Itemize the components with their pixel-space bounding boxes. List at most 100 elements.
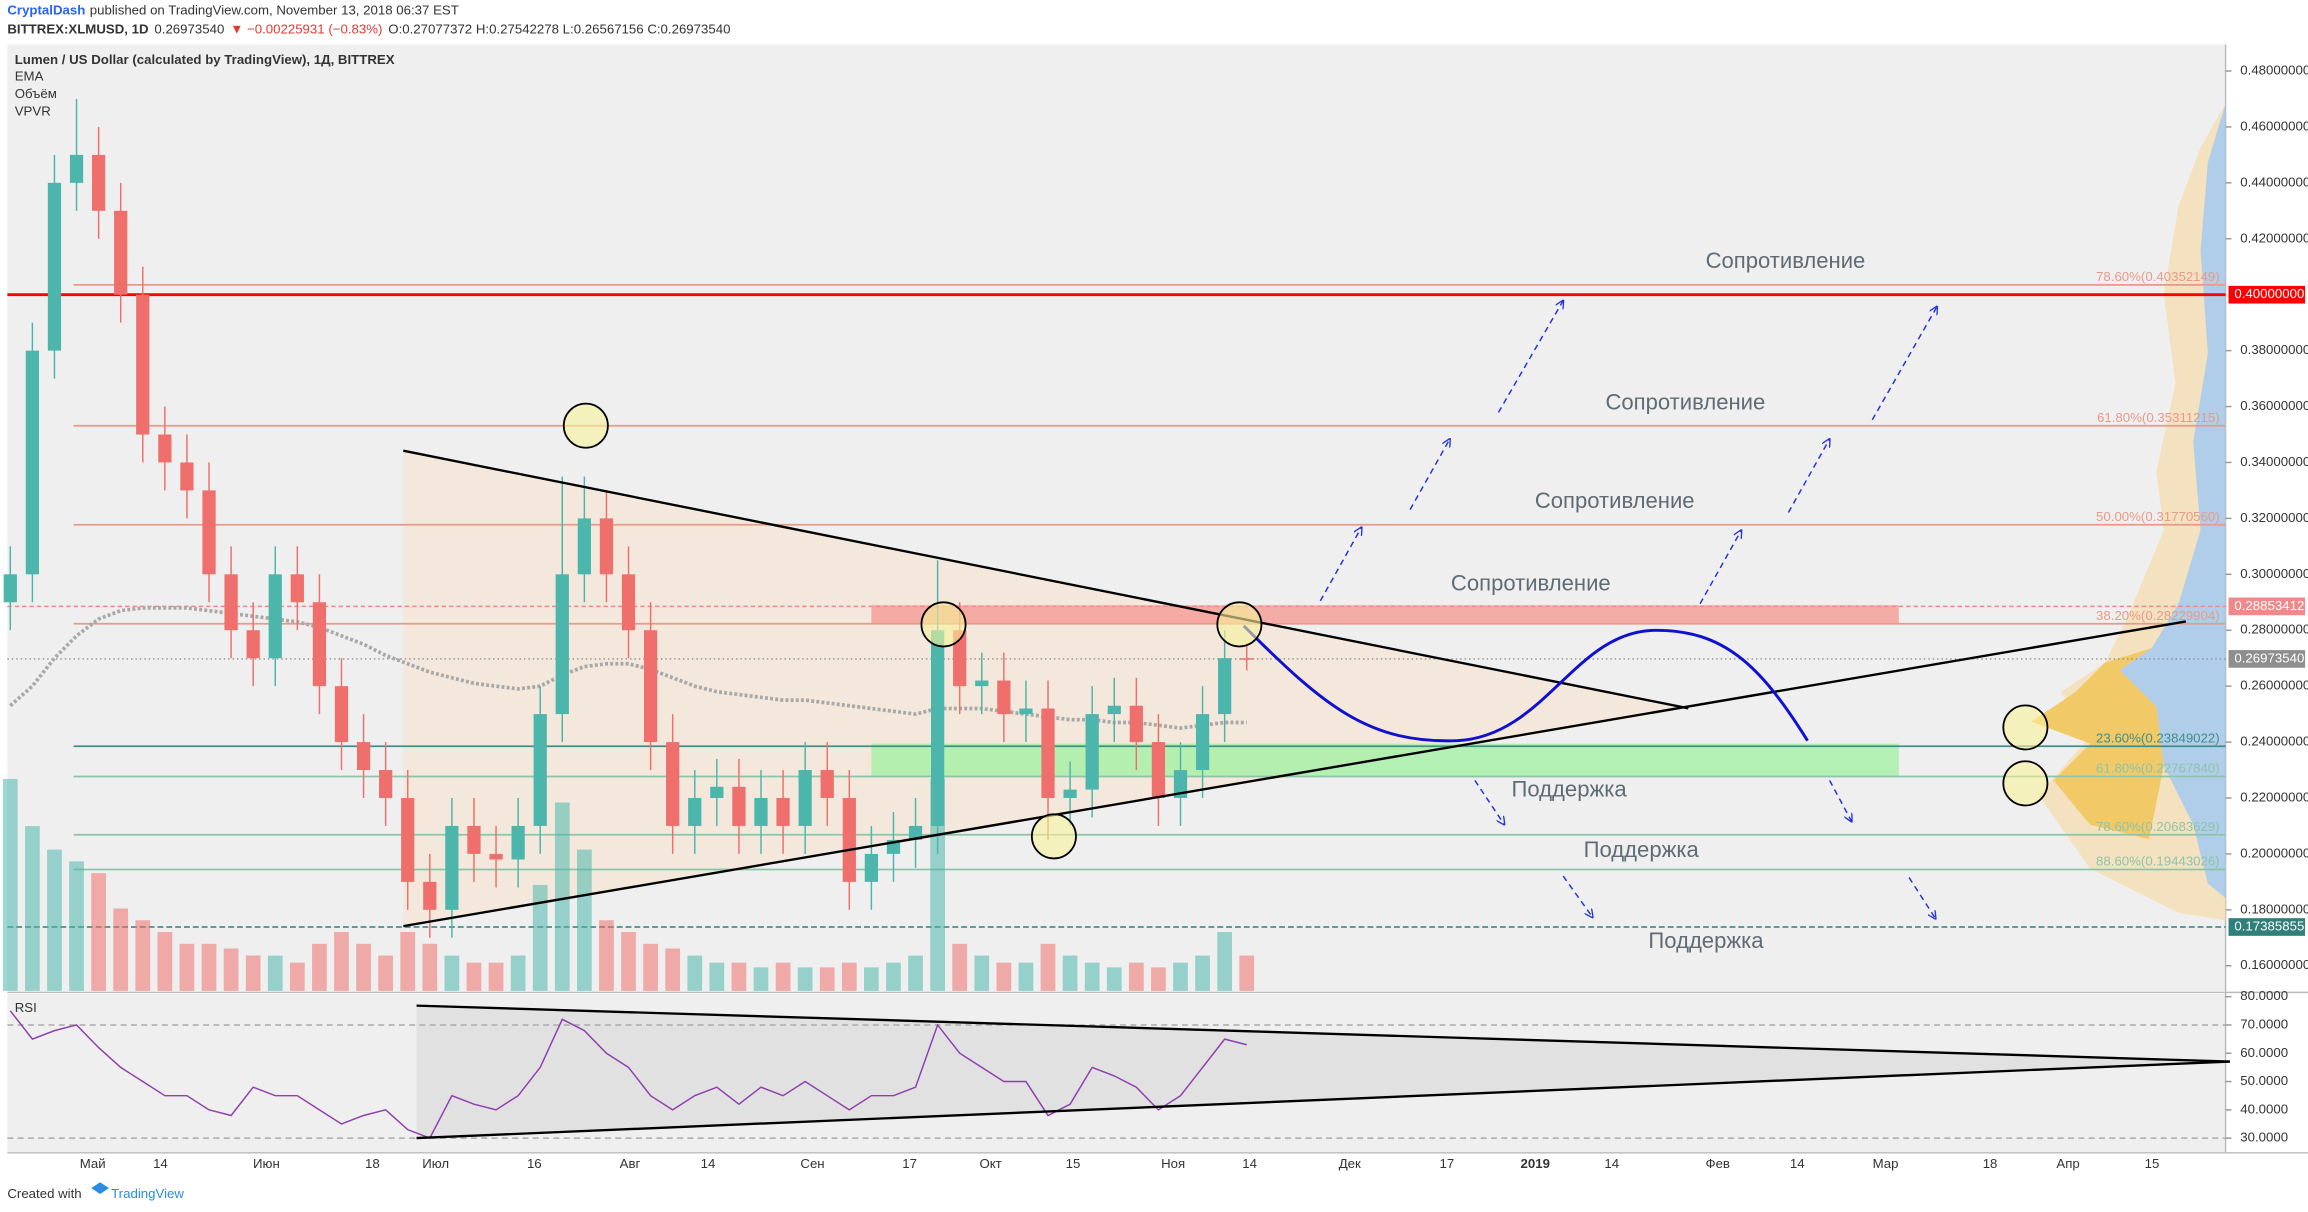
candle-body <box>931 630 945 826</box>
candle-body <box>3 574 17 603</box>
x-tick-label: 14 <box>153 1156 168 1171</box>
candle-body <box>1063 789 1077 798</box>
volume-bar <box>1128 962 1144 991</box>
volume-bar <box>599 920 614 991</box>
indicator: VPVR <box>15 104 51 119</box>
highlight-circles <box>562 402 2049 860</box>
volume-bar <box>157 932 173 991</box>
candle-body <box>621 574 636 631</box>
y-tick-label: 0.34000000 <box>2240 454 2308 469</box>
candle-body <box>312 602 327 687</box>
candle-body <box>91 154 106 211</box>
volume-bar <box>1239 955 1255 991</box>
candle-body <box>754 797 768 826</box>
candle-body <box>975 680 989 687</box>
volume-bar <box>1195 955 1210 991</box>
price-tag-label: 0.40000000 <box>2234 286 2304 301</box>
volume-bar <box>952 943 968 991</box>
candle-body <box>997 680 1011 715</box>
trend-line-upper <box>403 449 1689 710</box>
x-tick-label: 17 <box>1440 1156 1455 1171</box>
fib-label: 23.60%(0.23849022) <box>2096 730 2220 745</box>
footer-created: Created with TradingView <box>7 1186 184 1201</box>
y-tick-label: 0.38000000 <box>2240 342 2308 357</box>
rsi-tick-label: 80.0000 <box>2240 988 2288 1003</box>
candle-body <box>577 518 591 575</box>
x-tick-label: Дек <box>1339 1156 1361 1171</box>
volume-bar <box>577 849 592 991</box>
rsi-tick-label: 70.0000 <box>2240 1016 2288 1031</box>
y-tick-label: 0.46000000 <box>2240 118 2308 133</box>
volume-bar <box>908 955 923 991</box>
price-tag-label: 0.26973540 <box>2234 650 2304 665</box>
y-tick-label: 0.20000000 <box>2240 845 2308 860</box>
vpvr <box>2031 103 2226 921</box>
change: ▼ −0.00225931 (−0.83%) <box>230 21 382 36</box>
brand[interactable]: TradingView <box>111 1186 184 1201</box>
candle-body <box>1240 658 1254 660</box>
candle-body <box>356 742 371 771</box>
fib-label: 61.80%(0.22767840) <box>2096 761 2220 776</box>
price-tag <box>2228 285 2306 304</box>
x-tick-label: 14 <box>1242 1156 1257 1171</box>
candle-body <box>47 182 62 351</box>
rsi-tick-label: 40.0000 <box>2240 1101 2288 1116</box>
x-tick-label: Фев <box>1706 1156 1730 1171</box>
candle-body <box>1218 658 1232 715</box>
volume-bar <box>841 962 857 991</box>
x-tick-label: 17 <box>902 1156 917 1171</box>
x-tick-label: Июл <box>422 1156 449 1171</box>
volume-bar <box>709 962 725 991</box>
volume-bar <box>1040 943 1056 991</box>
candle-body <box>290 574 304 603</box>
candle-body <box>379 770 393 798</box>
ohlc: O:0.27077372 H:0.27542278 L:0.26567156 C… <box>388 21 730 36</box>
volume-bar <box>466 962 482 991</box>
support-zone <box>871 743 1899 777</box>
x-tick-label: 14 <box>1790 1156 1805 1171</box>
volume-bar <box>864 967 879 991</box>
symbol: BITTREX:XLMUSD, 1D <box>7 21 148 36</box>
volume-bar <box>886 962 901 991</box>
annotation: Поддержка <box>1584 837 1700 862</box>
rsi-tick-label: 50.0000 <box>2240 1073 2288 1088</box>
volume-bar <box>554 802 570 991</box>
candle-body <box>467 825 481 854</box>
volume-bar <box>223 948 239 991</box>
volume-bar <box>510 955 526 991</box>
rsi-tick-label: 30.0000 <box>2240 1130 2288 1145</box>
candle-body <box>1129 705 1143 743</box>
volume-bar <box>488 962 504 991</box>
candle-body <box>599 518 614 575</box>
candle-body <box>732 786 746 826</box>
price-pane <box>7 44 2226 991</box>
volume-bar <box>422 943 438 991</box>
trend-line-lower <box>403 620 2187 928</box>
price-tag <box>2228 650 2306 668</box>
x-tick-label: Авг <box>620 1156 641 1171</box>
candle-body <box>334 686 349 743</box>
tv-logo <box>91 1182 109 1195</box>
projection-arrows <box>1319 301 1937 919</box>
volume-bar <box>974 955 990 991</box>
price-tag-label: 0.17385855 <box>2234 918 2304 933</box>
author[interactable]: CryptalDash <box>7 2 85 17</box>
volume-bar <box>532 884 548 991</box>
volume-bar <box>69 861 84 991</box>
candle-body <box>842 797 856 882</box>
volume-bar <box>1018 962 1034 991</box>
annotation: Сопротивление <box>1605 389 1765 414</box>
rsi-tick-label: 60.0000 <box>2240 1045 2288 1060</box>
candle-body <box>710 786 724 798</box>
candle-body <box>1041 708 1055 798</box>
y-tick-label: 0.32000000 <box>2240 510 2308 525</box>
candle-body <box>511 825 525 860</box>
candle-body <box>136 294 150 435</box>
annotation: Сопротивление <box>1535 488 1695 513</box>
fib-label: 38.20%(0.28229904) <box>2096 608 2220 623</box>
volume-bar <box>91 873 106 991</box>
rsi-line <box>9 1010 1247 1140</box>
fib-label: 88.60%(0.19443026) <box>2096 854 2220 869</box>
fib-label: 50.00%(0.31770560) <box>2096 509 2220 524</box>
rsi-triangle-fill <box>416 1005 2230 1139</box>
